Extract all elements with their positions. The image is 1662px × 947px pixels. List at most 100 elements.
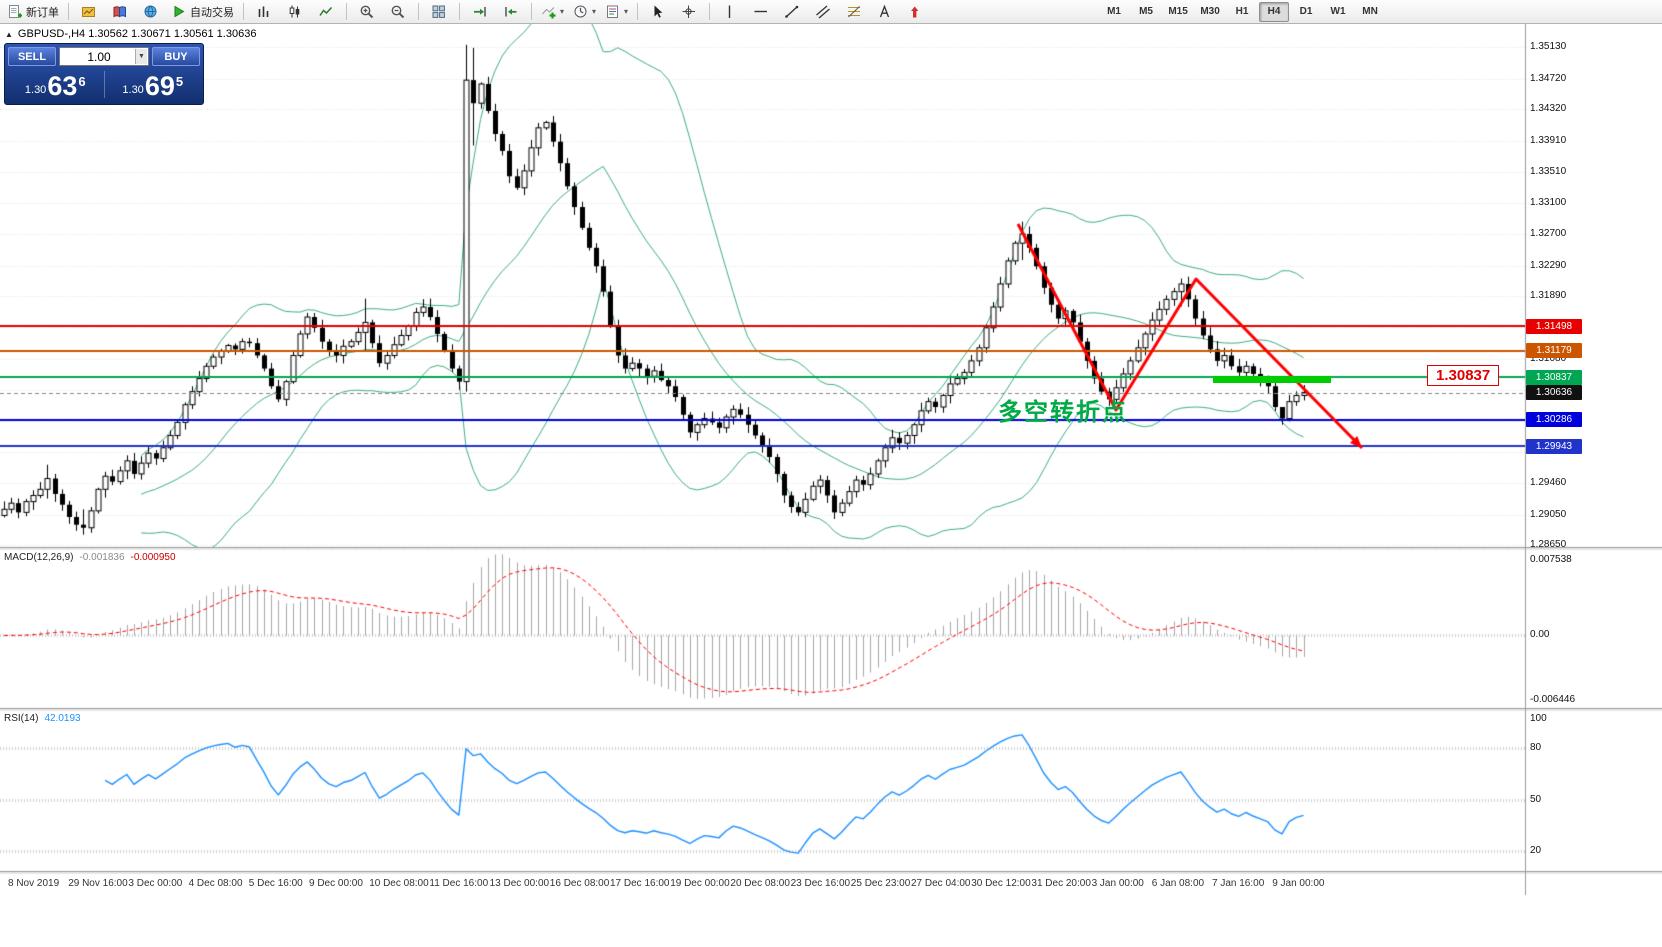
one-click-trading-panel: SELL ▼ BUY 1.30 63 6 1.30 (4, 43, 204, 105)
zoom-in-icon (359, 4, 375, 20)
time-axis-label: 31 Dec 20:00 (1031, 878, 1091, 889)
macd-label: MACD(12,26,9) -0.001836 -0.000950 (4, 552, 176, 563)
time-axis-label: 9 Jan 00:00 (1272, 878, 1325, 889)
volume-field: ▼ (59, 47, 149, 66)
time-axis-label: 25 Dec 23:00 (850, 878, 911, 889)
profiles-button[interactable] (74, 1, 104, 23)
time-axis-label: 30 Dec 12:00 (971, 878, 1031, 889)
timeframe-button-d1[interactable]: D1 (1299, 6, 1313, 17)
timeframe-button-m15[interactable]: M15 (1168, 6, 1188, 17)
text-button[interactable] (870, 1, 900, 23)
navigator-button[interactable] (136, 1, 166, 23)
toolbar-separator (709, 3, 711, 20)
candlestick-icon (287, 4, 303, 20)
trendline-button[interactable] (777, 1, 807, 23)
channel-button[interactable] (808, 1, 838, 23)
timeframe-button-m30[interactable]: M30 (1200, 6, 1220, 17)
candlestick-button[interactable] (280, 1, 310, 23)
tile-windows-button[interactable] (424, 1, 454, 23)
vline-button[interactable] (715, 1, 745, 23)
auto-trading-icon (171, 4, 187, 20)
new-order-button[interactable]: 新订单 (3, 1, 63, 23)
zoom-in-button[interactable] (352, 1, 382, 23)
price-line-label[interactable]: 1.30837 (1427, 365, 1500, 386)
hline-button[interactable] (746, 1, 776, 23)
chart-region: ▲ GBPUSD-,H4 1.30562 1.30671 1.30561 1.3… (0, 24, 1662, 947)
dropdown-arrow-icon[interactable]: ▾ (592, 7, 597, 16)
toolbar: 新订单 自动交易 ▾ ▾ ▾ M1 M5 M15 M30 H1 H4 D1 W1 MN (0, 0, 1662, 24)
crosshair-icon (681, 4, 697, 20)
time-axis-label: 3 Dec 00:00 (128, 878, 183, 889)
zoom-out-button[interactable] (383, 1, 413, 23)
sell-price-sup: 6 (78, 74, 86, 89)
auto-trading-button[interactable]: 自动交易 (167, 1, 238, 23)
sell-price[interactable]: 1.30 63 6 (8, 68, 103, 101)
indicators-button[interactable]: ▾ (537, 1, 568, 23)
time-axis-label: 8 Nov 2019 (8, 878, 60, 889)
toolbar-separator (243, 3, 244, 20)
timeframe-button-w1[interactable]: W1 (1330, 6, 1346, 17)
time-axis-label: 16 Dec 08:00 (549, 878, 610, 889)
chart-shift-button[interactable] (496, 1, 526, 23)
dropdown-arrow-icon[interactable]: ▾ (624, 7, 629, 16)
line-chart-icon (318, 4, 334, 20)
symbol-info: ▲ GBPUSD-,H4 1.30562 1.30671 1.30561 1.3… (5, 28, 256, 40)
timeframe-button-mn[interactable]: MN (1362, 6, 1378, 17)
dropdown-arrow-icon[interactable]: ▾ (560, 7, 565, 16)
hline-icon (753, 4, 769, 20)
sell-button[interactable]: SELL (8, 47, 56, 66)
time-axis-label: 19 Dec 00:00 (670, 878, 730, 889)
buy-price[interactable]: 1.30 69 5 (106, 68, 201, 101)
fibonacci-icon (846, 4, 862, 20)
toolbar-separator (531, 3, 532, 20)
bar-chart-button[interactable] (249, 1, 279, 23)
time-axis-label: 6 Jan 08:00 (1151, 878, 1205, 889)
toolbar-separator (418, 3, 419, 20)
arrows-icon (908, 4, 924, 20)
time-axis-label: 3 Jan 00:00 (1091, 878, 1144, 889)
cursor-button[interactable] (643, 1, 673, 23)
time-axis-label: 10 Dec 08:00 (369, 878, 429, 889)
volume-dropdown-icon[interactable]: ▼ (135, 49, 147, 64)
buy-button[interactable]: BUY (152, 47, 200, 66)
toolbar-items: 新订单 自动交易 ▾ ▾ ▾ (3, 1, 931, 23)
profiles-icon (81, 4, 97, 20)
line-chart-button[interactable] (311, 1, 341, 23)
templates-button[interactable]: ▾ (601, 1, 632, 23)
toolbar-separator (68, 3, 69, 20)
volume-input[interactable] (59, 47, 149, 66)
timeframe-button-m5[interactable]: M5 (1139, 6, 1153, 17)
timeframe-button-m1[interactable]: M1 (1107, 6, 1121, 17)
chart-canvas[interactable] (0, 24, 1662, 947)
p​ivot-note-text[interactable]: 多空转折点 (998, 399, 1128, 426)
support-bar-annotation[interactable] (1213, 375, 1331, 383)
vline-icon (722, 4, 738, 20)
buy-label: BUY (164, 50, 188, 63)
time-axis[interactable]: 8 Nov 2019 29 Nov 16:00 3 Dec 00:00 4 Dec 0… (0, 873, 1525, 895)
cursor-icon (650, 4, 666, 20)
macd-value-signal: -0.000950 (130, 552, 176, 563)
symbol-ohlc-text: GBPUSD-,H4 1.30562 1.30671 1.30561 1.306… (17, 28, 257, 40)
time-axis-label: 11 Dec 16:00 (429, 878, 489, 889)
collapse-triangle-icon[interactable]: ▲ (5, 29, 13, 39)
new-order-icon (7, 4, 23, 20)
arrows-button[interactable] (901, 1, 931, 23)
auto-scroll-button[interactable] (465, 1, 495, 23)
time-axis-label: 7 Jan 16:00 (1212, 878, 1265, 889)
fibonacci-button[interactable] (839, 1, 869, 23)
timeframe-button-h4[interactable]: H4 (1259, 1, 1290, 22)
market-watch-button[interactable] (105, 1, 135, 23)
indicators-icon (541, 4, 557, 20)
timeframe-button-h1[interactable]: H1 (1235, 6, 1249, 17)
bar-chart-icon (256, 4, 272, 20)
buy-price-big: 69 (144, 71, 175, 101)
time-axis-label: 13 Dec 00:00 (489, 878, 550, 889)
crosshair-button[interactable] (674, 1, 704, 23)
time-axis-label: 17 Dec 16:00 (610, 878, 670, 889)
rsi-label: RSI(14) 42.0193 (4, 713, 81, 724)
periods-button[interactable]: ▾ (569, 1, 600, 23)
time-axis-label: 9 Dec 00:00 (309, 878, 363, 889)
auto-trading-label: 自动交易 (190, 6, 234, 19)
buy-price-small: 1.30 (122, 84, 144, 96)
